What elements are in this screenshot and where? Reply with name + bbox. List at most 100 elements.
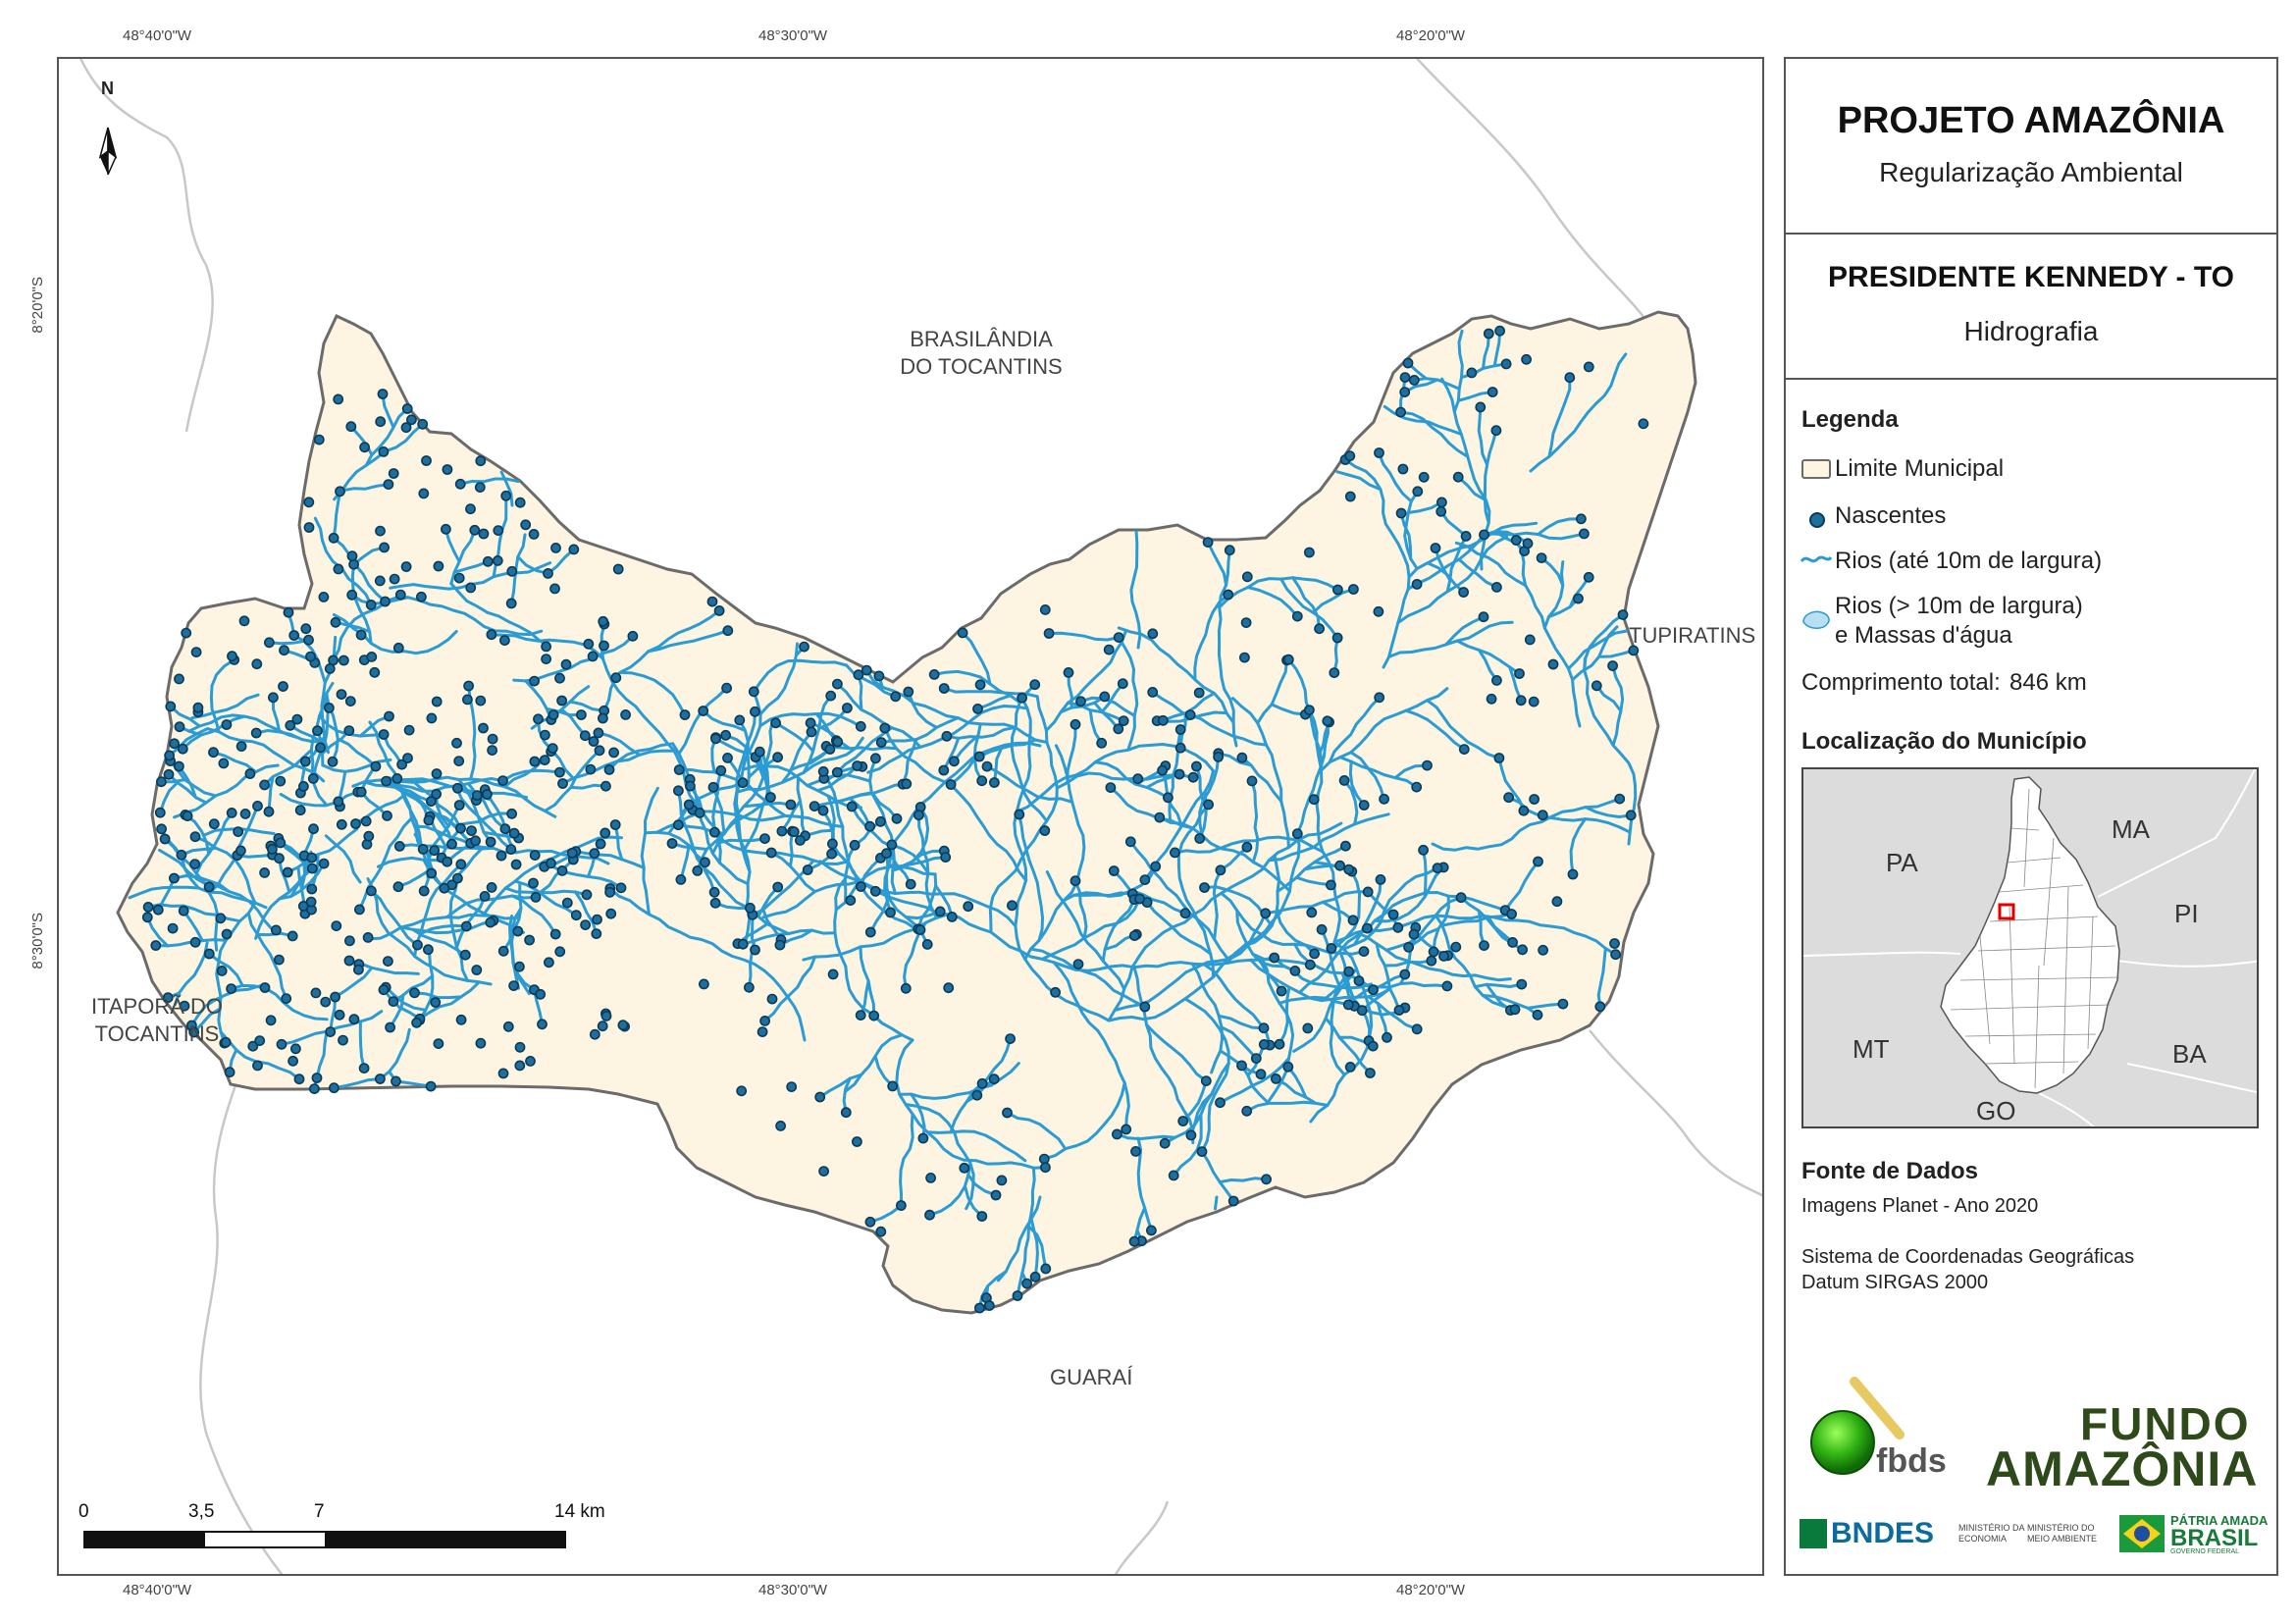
- spring-point: [442, 464, 453, 475]
- spring-point: [203, 948, 215, 960]
- river-segment: [1378, 451, 1413, 503]
- river-segment: [1231, 697, 1290, 850]
- spring-point: [795, 835, 806, 846]
- spring-point: [535, 988, 547, 1000]
- spring-point: [439, 882, 450, 894]
- spring-point: [251, 658, 263, 670]
- spring-point: [451, 872, 463, 884]
- river-segment: [1426, 699, 1501, 759]
- spring-point: [215, 913, 227, 924]
- river-segment: [904, 910, 942, 920]
- spring-point: [381, 775, 391, 787]
- info-panel: PROJETO AMAZÔNIA Regularização Ambiental…: [1784, 57, 2278, 1576]
- spring-point: [1191, 760, 1202, 772]
- river-segment: [1145, 1022, 1208, 1083]
- river-segment: [912, 702, 1049, 744]
- spring-point: [365, 885, 377, 897]
- spring-point: [1215, 1097, 1226, 1109]
- spring-point: [478, 528, 490, 540]
- spring-point: [1628, 645, 1640, 656]
- spring-point: [554, 672, 565, 684]
- river-segment: [1100, 682, 1124, 714]
- spring-point: [928, 669, 940, 680]
- spring-point: [1362, 922, 1373, 934]
- spring-point: [375, 525, 386, 537]
- scale-bar: [83, 1531, 566, 1548]
- river-segment: [1456, 391, 1494, 402]
- river-segment: [1101, 898, 1136, 963]
- spring-point: [499, 823, 511, 835]
- spring-point: [505, 598, 517, 609]
- spring-point: [541, 641, 551, 653]
- spring-point: [520, 519, 532, 531]
- spring-point: [1154, 812, 1166, 823]
- spring-point: [553, 766, 565, 778]
- spring-point: [1112, 1128, 1122, 1140]
- spring-point: [247, 1040, 259, 1052]
- spring-point: [1514, 668, 1525, 679]
- river-segment: [359, 790, 389, 817]
- spring-point: [318, 592, 330, 602]
- river-segment: [192, 1007, 222, 1034]
- river-segment: [568, 700, 606, 712]
- spring-point: [189, 831, 201, 843]
- river-segment: [1047, 631, 1121, 642]
- river-segment: [977, 1270, 1008, 1310]
- spring-point: [1163, 792, 1174, 804]
- spring-point: [203, 881, 215, 893]
- river-segment: [907, 690, 938, 729]
- spring-point: [287, 930, 298, 942]
- spring-point: [163, 768, 175, 780]
- spring-point: [1274, 1038, 1285, 1050]
- river-segment: [1194, 764, 1205, 803]
- spring-point: [1348, 584, 1359, 595]
- scale-label-1: 3,5: [188, 1501, 215, 1522]
- river-segment: [1226, 855, 1281, 965]
- spring-point: [940, 852, 952, 863]
- spring-point: [1316, 923, 1328, 935]
- river-segment: [1360, 987, 1391, 1013]
- river-segment: [310, 853, 320, 891]
- spring-point: [1258, 1039, 1270, 1050]
- lon-label-top-1: 48°40'0"W: [123, 27, 192, 44]
- spring-point: [1038, 1153, 1050, 1165]
- separator-2: [1786, 378, 2276, 380]
- river-segment: [235, 853, 275, 859]
- spring-point: [318, 858, 330, 869]
- river-segment: [1597, 649, 1636, 658]
- river-segment: [1066, 722, 1077, 784]
- river-segment: [384, 596, 544, 637]
- river-segment: [868, 899, 889, 934]
- spring-point: [817, 765, 829, 777]
- river-segment: [702, 709, 747, 732]
- spring-point: [996, 1175, 1008, 1186]
- river-segment: [457, 778, 493, 844]
- spring-point: [620, 709, 631, 720]
- river-segment: [1354, 931, 1512, 982]
- spring-point: [1436, 497, 1447, 508]
- spring-point: [1108, 865, 1120, 876]
- river-segment: [1219, 845, 1249, 872]
- spring-point: [855, 720, 866, 732]
- municipality-boundary: [116, 310, 1697, 1315]
- spring-point: [433, 1038, 444, 1049]
- place-brasilandia: BRASILÂNDIA DO TOCANTINS: [834, 326, 1128, 381]
- river-segment: [752, 658, 849, 694]
- spring-point: [1276, 985, 1287, 997]
- river-segment: [1218, 576, 1339, 609]
- river-segment: [742, 801, 793, 809]
- spring-point: [425, 796, 437, 807]
- spring-point: [529, 675, 540, 687]
- river-segment: [904, 1103, 975, 1211]
- spring-point: [275, 775, 287, 787]
- spring-point: [1373, 605, 1384, 617]
- spring-point: [291, 713, 303, 725]
- spring-point: [1236, 1060, 1247, 1072]
- spring-point: [529, 756, 541, 767]
- spring-point: [1403, 941, 1414, 953]
- map-frame[interactable]: N BRASILÂNDIA DO TOCANTINS TUPIRATINS IT…: [57, 57, 1764, 1576]
- river-segment: [758, 642, 799, 716]
- spring-point: [900, 982, 912, 994]
- river-segment: [206, 727, 326, 783]
- spring-point: [312, 725, 323, 737]
